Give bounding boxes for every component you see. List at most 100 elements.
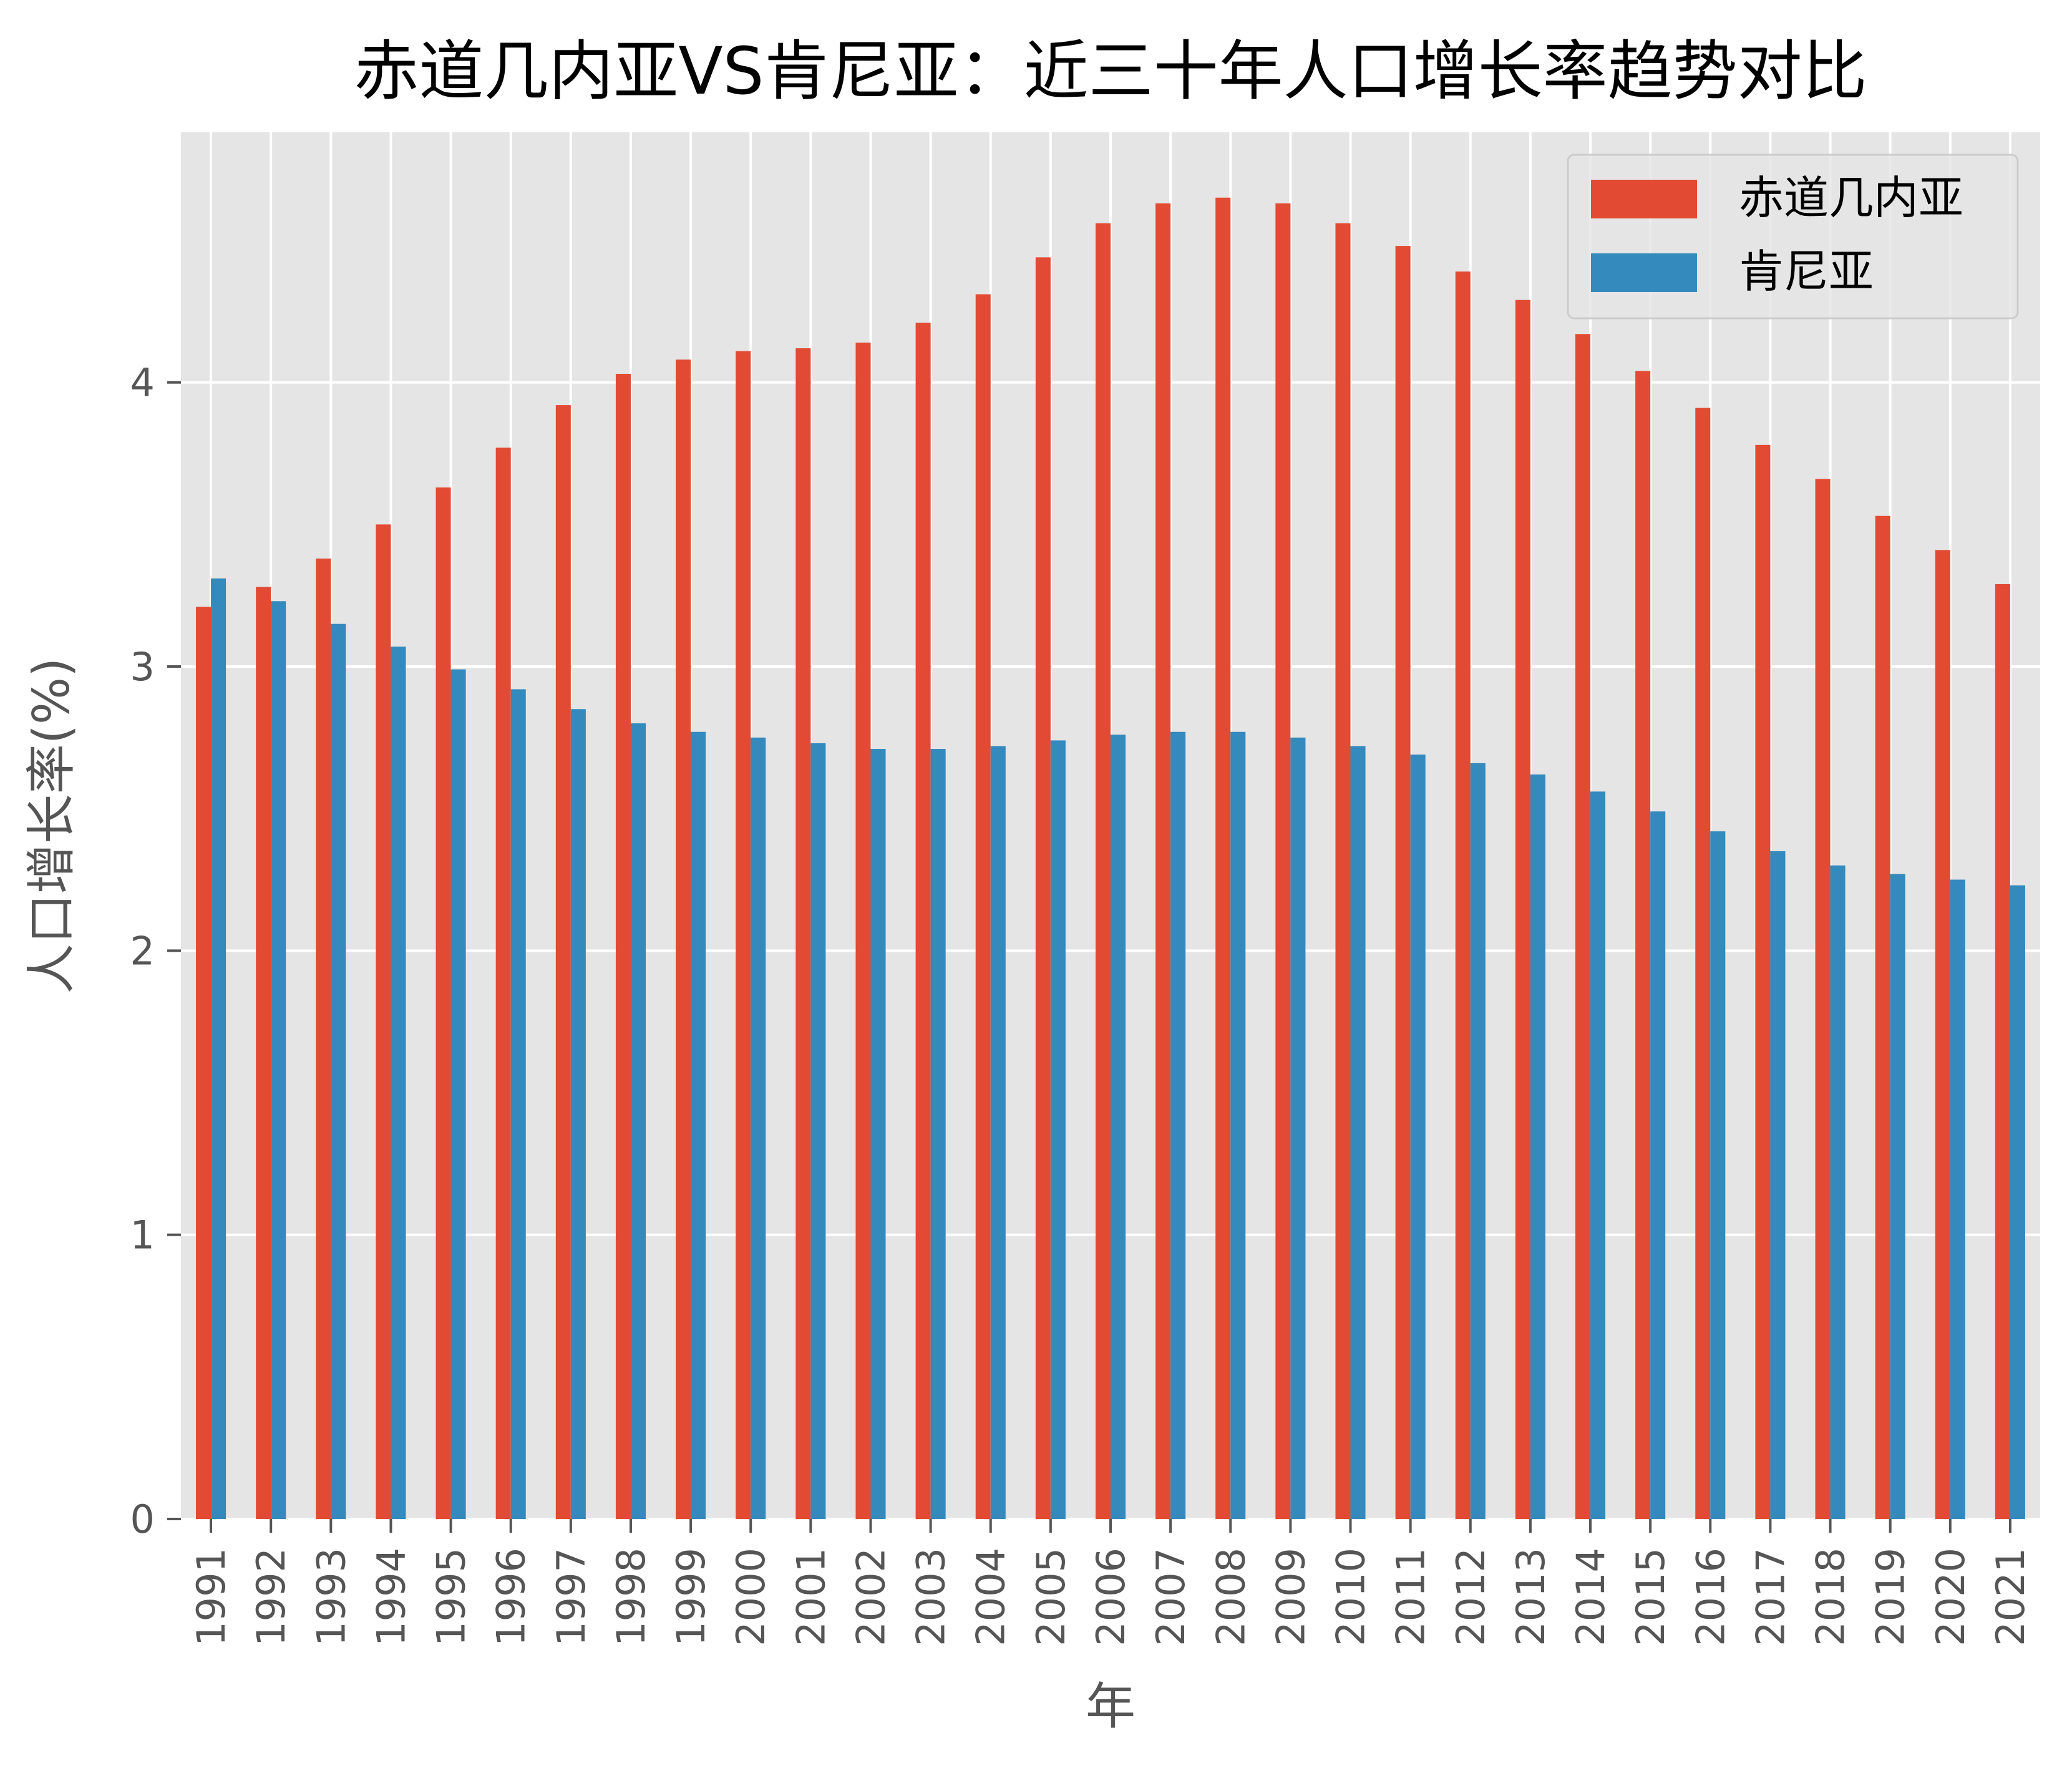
bar-eq-guinea-2001 — [795, 348, 811, 1519]
x-tick-label: 2016 — [1688, 1548, 1733, 1646]
x-tick-label: 2012 — [1448, 1548, 1494, 1646]
bar-kenya-2017 — [1770, 851, 1786, 1519]
x-tick-label: 2000 — [728, 1548, 774, 1646]
y-tick-label: 4 — [130, 360, 155, 406]
bar-eq-guinea-2019 — [1875, 515, 1890, 1519]
bar-eq-guinea-2020 — [1935, 550, 1950, 1519]
bar-eq-guinea-2018 — [1815, 479, 1831, 1519]
bar-kenya-2011 — [1410, 755, 1426, 1519]
bar-kenya-2007 — [1170, 731, 1186, 1519]
x-tick-label: 2007 — [1148, 1548, 1194, 1646]
bar-kenya-2018 — [1830, 865, 1846, 1519]
x-axis-label: 年 — [1086, 1678, 1136, 1736]
bar-kenya-2005 — [1050, 740, 1066, 1519]
x-tick-label: 2010 — [1328, 1548, 1374, 1646]
x-tick-label: 2004 — [968, 1548, 1014, 1646]
bar-eq-guinea-1998 — [615, 374, 631, 1519]
bar-kenya-1999 — [691, 731, 706, 1519]
x-tick-label: 1992 — [248, 1548, 294, 1646]
x-tick-label: 1998 — [608, 1548, 654, 1646]
bar-eq-guinea-1996 — [495, 447, 511, 1519]
x-tick-label: 1993 — [308, 1548, 354, 1646]
bar-kenya-2003 — [930, 749, 946, 1519]
bar-kenya-2013 — [1530, 774, 1545, 1519]
bar-eq-guinea-2016 — [1695, 408, 1711, 1520]
y-tick-label: 1 — [130, 1213, 155, 1258]
bar-kenya-2006 — [1111, 735, 1126, 1519]
x-tick-label: 2005 — [1028, 1548, 1074, 1646]
y-tick-label: 3 — [130, 644, 155, 690]
bar-eq-guinea-2013 — [1515, 300, 1530, 1519]
x-tick-label: 1999 — [668, 1548, 714, 1646]
bar-eq-guinea-2014 — [1575, 334, 1591, 1520]
bar-eq-guinea-2011 — [1395, 246, 1411, 1520]
bar-kenya-2004 — [990, 746, 1006, 1519]
y-axis-ticks: 0 1 2 3 4 — [130, 360, 181, 1542]
bar-eq-guinea-2010 — [1335, 223, 1351, 1520]
bar-kenya-1998 — [630, 723, 646, 1519]
x-tick-label: 2001 — [788, 1548, 834, 1646]
bar-kenya-2016 — [1710, 831, 1726, 1519]
bar-eq-guinea-1993 — [316, 558, 331, 1519]
x-tick-label: 2013 — [1508, 1548, 1554, 1646]
bar-eq-guinea-1995 — [435, 487, 451, 1519]
bar-kenya-1995 — [450, 669, 466, 1519]
bar-kenya-2019 — [1890, 874, 1905, 1519]
bar-eq-guinea-2006 — [1095, 223, 1111, 1520]
legend: 赤道几内亚 肯尼亚 — [1567, 154, 2019, 320]
x-tick-label: 2021 — [1988, 1548, 2033, 1646]
bar-kenya-2021 — [2010, 885, 2025, 1519]
x-tick-label: 2015 — [1628, 1548, 1673, 1646]
bar-kenya-1994 — [391, 647, 406, 1519]
legend-label-kenya: 肯尼亚 — [1739, 245, 1874, 298]
bar-kenya-2014 — [1590, 791, 1606, 1519]
legend-label-eq-guinea: 赤道几内亚 — [1739, 172, 1963, 224]
bar-kenya-2001 — [810, 743, 826, 1519]
x-tick-label: 2018 — [1808, 1548, 1854, 1646]
chart-title: 赤道几内亚VS肯尼亚：近三十年人口增长率趋势对比 — [354, 33, 1867, 109]
bar-eq-guinea-2009 — [1275, 203, 1291, 1519]
bar-eq-guinea-1991 — [196, 607, 212, 1520]
bar-eq-guinea-2002 — [855, 342, 871, 1519]
y-tick-label: 0 — [130, 1497, 155, 1542]
bar-kenya-1993 — [331, 623, 346, 1519]
x-tick-label: 2011 — [1388, 1548, 1434, 1646]
legend-swatch-kenya — [1591, 253, 1697, 292]
x-tick-label: 2014 — [1568, 1548, 1613, 1646]
bar-eq-guinea-2003 — [915, 323, 931, 1519]
bar-eq-guinea-2005 — [1035, 257, 1051, 1520]
bar-kenya-2000 — [751, 737, 766, 1519]
bar-kenya-1992 — [271, 601, 286, 1519]
legend-swatch-eq-guinea — [1591, 180, 1697, 218]
x-tick-label: 2019 — [1868, 1548, 1914, 1646]
bars — [196, 197, 2025, 1520]
x-tick-label: 1991 — [188, 1548, 234, 1646]
x-tick-label: 1994 — [368, 1548, 414, 1646]
x-tick-label: 2008 — [1208, 1548, 1253, 1646]
y-tick-label: 2 — [130, 928, 155, 974]
x-tick-label: 2006 — [1088, 1548, 1134, 1646]
x-tick-label: 2003 — [908, 1548, 954, 1646]
bar-eq-guinea-2004 — [975, 294, 991, 1520]
x-tick-label: 1995 — [429, 1548, 474, 1646]
x-tick-label: 1997 — [548, 1548, 594, 1646]
y-axis-label: 人口增长率(%) — [22, 658, 80, 994]
bar-kenya-2020 — [1950, 879, 1965, 1519]
bar-eq-guinea-1992 — [256, 587, 271, 1519]
bar-kenya-1997 — [570, 709, 586, 1519]
x-tick-label: 2020 — [1928, 1548, 1973, 1646]
bar-eq-guinea-2015 — [1635, 371, 1651, 1520]
bar-eq-guinea-1997 — [555, 405, 571, 1519]
bar-eq-guinea-1994 — [376, 524, 391, 1519]
x-tick-label: 1996 — [489, 1548, 534, 1646]
bar-kenya-2009 — [1290, 737, 1306, 1519]
bar-kenya-1996 — [510, 689, 526, 1519]
bar-kenya-2010 — [1350, 746, 1366, 1519]
bar-eq-guinea-2007 — [1155, 203, 1171, 1519]
bar-kenya-2012 — [1470, 763, 1486, 1519]
bar-kenya-2015 — [1650, 811, 1666, 1519]
bar-kenya-2008 — [1230, 731, 1246, 1519]
bar-eq-guinea-2000 — [736, 351, 751, 1519]
bar-kenya-2002 — [870, 749, 886, 1519]
